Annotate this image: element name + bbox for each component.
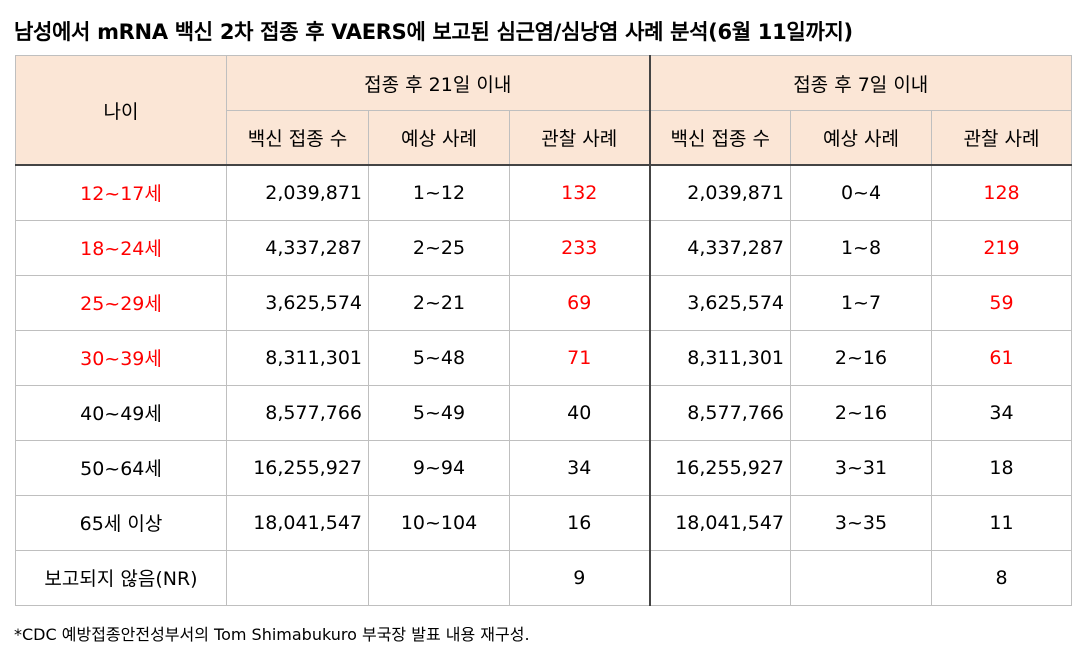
observed-cell: 34: [509, 439, 651, 496]
vaccinated-cell: 8,311,301: [649, 329, 791, 386]
expected-cell: 5~49: [368, 384, 510, 441]
expected-cell: 9~94: [368, 439, 510, 496]
table-row: 65세 이상 18,041,547 10~104 16 18,041,547 3…: [15, 494, 1072, 551]
age-cell: 12~17세: [15, 164, 227, 221]
footnote: *CDC 예방접종안전성부서의 Tom Shimabukuro 부국장 발표 내…: [14, 625, 530, 644]
vaccinated-cell: 18,041,547: [226, 494, 369, 551]
vaccinated-cell: [649, 549, 791, 606]
vaccinated-cell: 8,311,301: [226, 329, 369, 386]
observed-cell: 132: [509, 164, 651, 221]
observed-cell: 219: [931, 219, 1072, 276]
table-row: 30~39세 8,311,301 5~48 71 8,311,301 2~16 …: [15, 329, 1072, 386]
vaccinated-header-21: 백신 접종 수: [226, 110, 369, 166]
observed-cell: 233: [509, 219, 651, 276]
age-cell: 30~39세: [15, 329, 227, 386]
table-row: 25~29세 3,625,574 2~21 69 3,625,574 1~7 5…: [15, 274, 1072, 331]
vaccinated-cell: 4,337,287: [226, 219, 369, 276]
observed-cell: 61: [931, 329, 1072, 386]
vaccinated-cell: 18,041,547: [649, 494, 791, 551]
vaccinated-cell: 16,255,927: [649, 439, 791, 496]
vaccinated-cell: 8,577,766: [226, 384, 369, 441]
table-row: 18~24세 4,337,287 2~25 233 4,337,287 1~8 …: [15, 219, 1072, 276]
observed-header-7: 관찰 사례: [931, 110, 1072, 166]
observed-cell: 128: [931, 164, 1072, 221]
vaccinated-cell: 8,577,766: [649, 384, 791, 441]
expected-cell: 2~16: [790, 384, 932, 441]
expected-header-7: 예상 사례: [790, 110, 932, 166]
vaccinated-header-7: 백신 접종 수: [649, 110, 791, 166]
expected-header-21: 예상 사례: [368, 110, 510, 166]
observed-cell: 40: [509, 384, 651, 441]
vaccinated-cell: [226, 549, 369, 606]
observed-cell: 71: [509, 329, 651, 386]
observed-cell: 8: [931, 549, 1072, 606]
expected-cell: 1~7: [790, 274, 932, 331]
vaccinated-cell: 4,337,287: [649, 219, 791, 276]
expected-cell: [790, 549, 932, 606]
age-cell: 25~29세: [15, 274, 227, 331]
age-cell: 40~49세: [15, 384, 227, 441]
age-cell: 보고되지 않음(NR): [15, 549, 227, 606]
vaccinated-cell: 16,255,927: [226, 439, 369, 496]
observed-cell: 16: [509, 494, 651, 551]
expected-cell: 10~104: [368, 494, 510, 551]
expected-cell: 0~4: [790, 164, 932, 221]
table-row: 12~17세 2,039,871 1~12 132 2,039,871 0~4 …: [15, 164, 1072, 221]
observed-header-21: 관찰 사례: [509, 110, 651, 166]
observed-cell: 34: [931, 384, 1072, 441]
observed-cell: 9: [509, 549, 651, 606]
observed-cell: 69: [509, 274, 651, 331]
expected-cell: 2~25: [368, 219, 510, 276]
observed-cell: 59: [931, 274, 1072, 331]
observed-cell: 18: [931, 439, 1072, 496]
table-row: 보고되지 않음(NR) 9 8: [15, 549, 1072, 606]
expected-cell: 3~35: [790, 494, 932, 551]
expected-cell: 5~48: [368, 329, 510, 386]
age-cell: 50~64세: [15, 439, 227, 496]
vaccinated-cell: 3,625,574: [649, 274, 791, 331]
expected-cell: 2~16: [790, 329, 932, 386]
vaccinated-cell: 3,625,574: [226, 274, 369, 331]
age-header: 나이: [15, 55, 227, 166]
expected-cell: 1~8: [790, 219, 932, 276]
observed-cell: 11: [931, 494, 1072, 551]
expected-cell: 3~31: [790, 439, 932, 496]
table-row: 40~49세 8,577,766 5~49 40 8,577,766 2~16 …: [15, 384, 1072, 441]
vaccinated-cell: 2,039,871: [649, 164, 791, 221]
page-title: 남성에서 mRNA 백신 2차 접종 후 VAERS에 보고된 심근염/심낭염 …: [14, 20, 853, 44]
age-cell: 65세 이상: [15, 494, 227, 551]
vaccinated-cell: 2,039,871: [226, 164, 369, 221]
expected-cell: 1~12: [368, 164, 510, 221]
expected-cell: [368, 549, 510, 606]
myocarditis-table: 나이 접종 후 21일 이내 접종 후 7일 이내 백신 접종 수 예상 사례 …: [15, 55, 1072, 606]
expected-cell: 2~21: [368, 274, 510, 331]
age-cell: 18~24세: [15, 219, 227, 276]
group-21days-header: 접종 후 21일 이내: [226, 55, 651, 111]
group-7days-header: 접종 후 7일 이내: [649, 55, 1072, 111]
table-row: 50~64세 16,255,927 9~94 34 16,255,927 3~3…: [15, 439, 1072, 496]
